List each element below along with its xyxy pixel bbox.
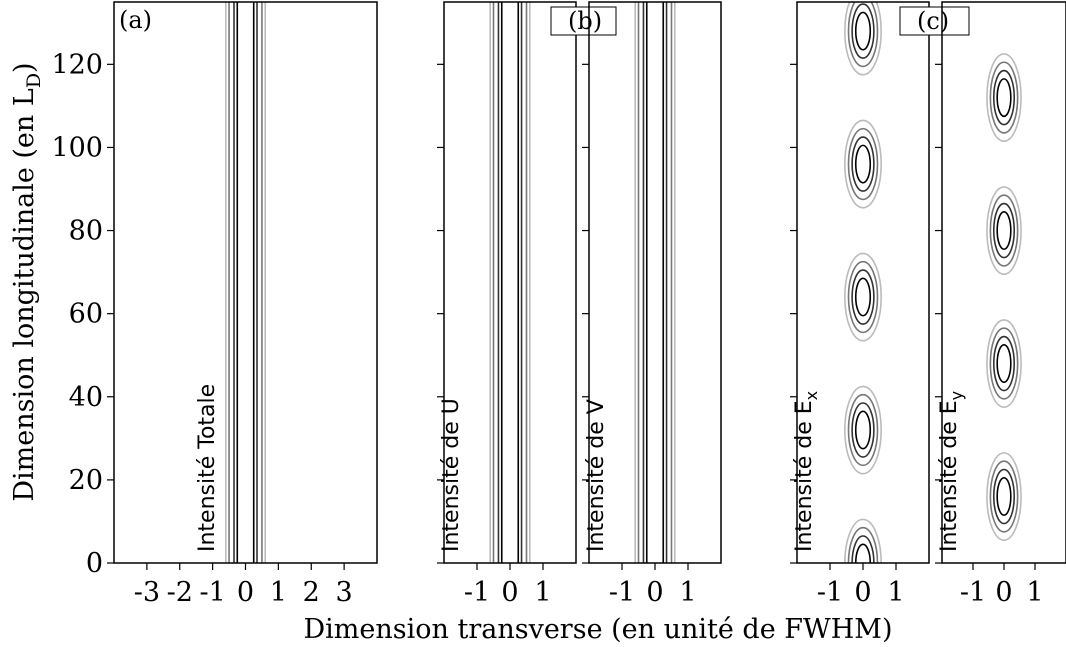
x-tick-label: 0 — [854, 577, 871, 608]
contour-ellipse — [854, 410, 872, 450]
panel-1: -1 0 1 Intensité de U (b) — [437, 1, 617, 608]
x-tick-label: 1 — [270, 577, 287, 608]
contour-ellipse — [847, 260, 879, 334]
contour-ellipse — [851, 136, 875, 192]
x-tick-label: 3 — [336, 577, 353, 608]
contour-ellipse — [844, 2, 882, 76]
contour-ellipse — [844, 119, 882, 209]
x-axis-label: Dimension transverse (en unité de FWHM) — [304, 614, 893, 645]
plot-area-0 — [224, 2, 267, 563]
y-tick-label: 120 — [51, 49, 103, 80]
contour-ellipse — [854, 144, 872, 184]
panel-label: Intensité de Ey — [937, 391, 966, 552]
contour-ellipse — [844, 385, 882, 475]
y-tick-label: 100 — [51, 132, 103, 163]
contour-ellipse — [986, 452, 1022, 541]
contour-ellipse — [992, 69, 1016, 126]
contour-ellipse — [851, 269, 875, 325]
contour-ellipse — [992, 468, 1016, 525]
x-tick-label: 0 — [501, 577, 518, 608]
contour-ellipse — [854, 277, 872, 317]
axes-frame — [113, 1, 378, 564]
contour-ellipse — [986, 319, 1022, 408]
contour-ellipse — [986, 53, 1022, 143]
y-tick-label: 80 — [69, 216, 103, 247]
contour-ellipse — [847, 2, 879, 68]
y-tick-label: 40 — [69, 382, 103, 413]
panel-label: Intensité de U — [439, 398, 464, 552]
x-tick-label: -1 — [960, 577, 986, 608]
contour-ellipse — [851, 3, 875, 59]
x-tick-label: -1 — [609, 577, 635, 608]
panel-4: -1 0 1 Intensité de Ey — [935, 1, 1066, 608]
x-tick-label: 1 — [1026, 577, 1043, 608]
contour-ellipse — [996, 477, 1012, 517]
y-axis-label: Dimension longitudinale (en LD) — [9, 62, 45, 501]
plot-area-4 — [986, 53, 1022, 541]
contour-ellipse — [851, 402, 875, 458]
contour-ellipse — [996, 78, 1012, 118]
x-tick-label: 0 — [646, 577, 663, 608]
contour-ellipse — [989, 61, 1019, 134]
x-tick-label: -3 — [134, 577, 160, 608]
y-tick-label: 60 — [69, 299, 103, 330]
contour-ellipse — [854, 11, 872, 51]
y-tick-label: 20 — [69, 465, 103, 496]
contour-ellipse — [847, 393, 879, 467]
contour-ellipse — [847, 127, 879, 201]
contour-ellipse — [996, 344, 1012, 384]
x-tick-label: -1 — [464, 577, 490, 608]
panel-tag: (b) — [568, 7, 602, 35]
contour-ellipse — [992, 202, 1016, 259]
panel-2: -1 0 1 Intensité de V — [582, 1, 722, 608]
panel-tag: (a) — [119, 6, 152, 34]
x-tick-label: -2 — [167, 577, 193, 608]
x-tick-label: 0 — [237, 577, 254, 608]
panel-tag-box — [550, 6, 617, 36]
contour-ellipse — [989, 460, 1019, 533]
panel-label: Intensité de V — [584, 399, 609, 552]
x-tick-label: 0 — [995, 577, 1012, 608]
panel-3: -1 0 1 Intensité de Ex (c) — [790, 1, 970, 608]
panel-label: Intensité Totale — [195, 384, 220, 552]
plot-area-1 — [489, 2, 531, 563]
contour-ellipse — [989, 194, 1019, 267]
plot-area-3 — [844, 2, 882, 563]
contour-ellipse — [996, 211, 1012, 251]
x-tick-label: 2 — [303, 577, 320, 608]
panel-label: Intensité de Ex — [792, 391, 821, 552]
panel-tag-box — [899, 6, 970, 36]
x-tick-label: 1 — [887, 577, 904, 608]
contour-ellipse — [989, 327, 1019, 400]
x-tick-label: 1 — [534, 577, 551, 608]
y-tick-label: 0 — [86, 548, 103, 579]
x-tick-label: -1 — [817, 577, 843, 608]
x-tick-label: 1 — [679, 577, 696, 608]
x-tick-label: -1 — [199, 577, 225, 608]
plot-area-2 — [634, 2, 676, 563]
contour-ellipse — [992, 335, 1016, 392]
panel-tag: (c) — [917, 7, 949, 35]
contour-ellipse — [986, 186, 1022, 275]
contour-ellipse — [851, 535, 875, 563]
contour-ellipse — [847, 526, 879, 563]
contour-ellipse — [844, 252, 882, 342]
